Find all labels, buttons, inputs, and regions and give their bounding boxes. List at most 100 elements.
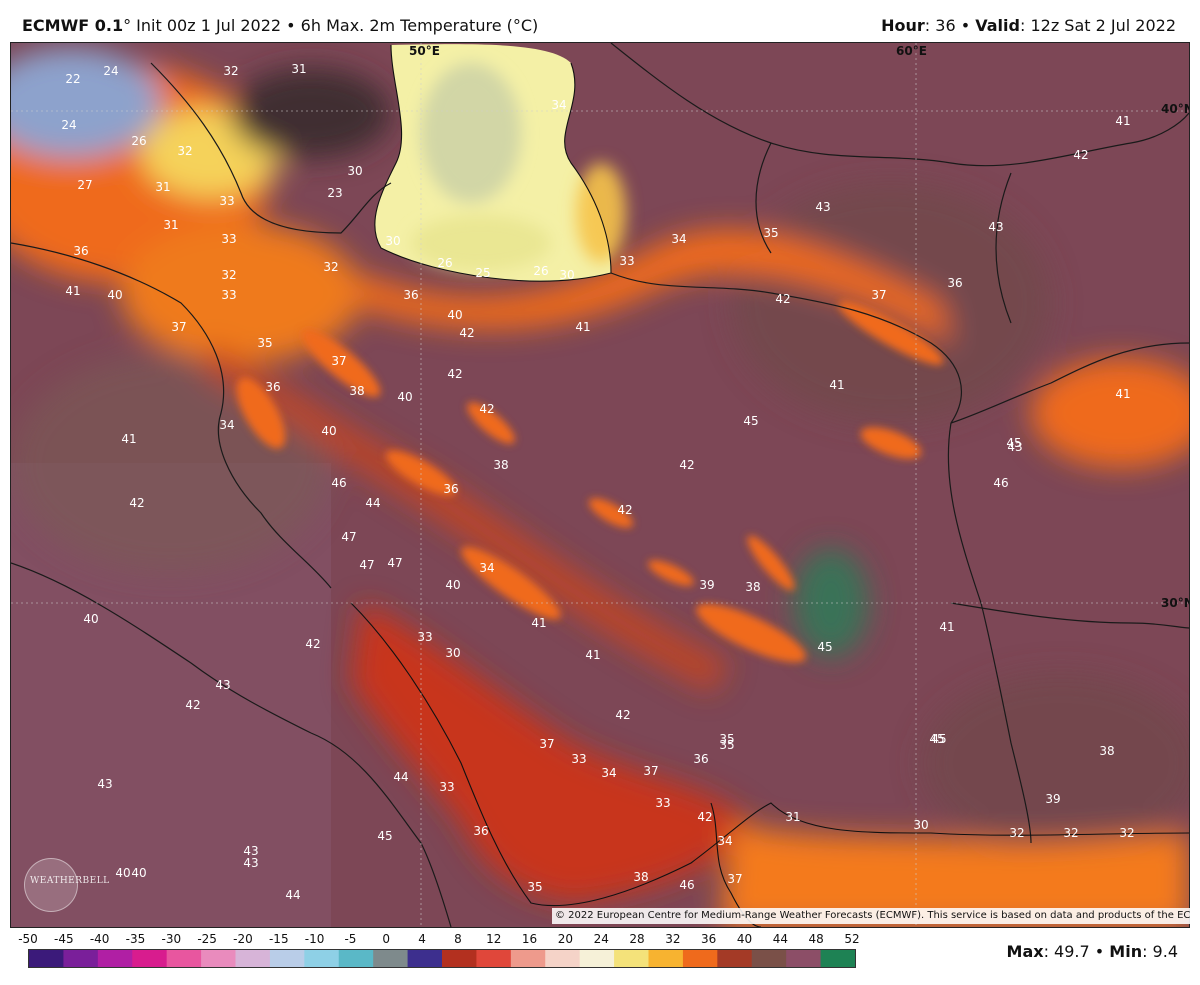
colorbar (28, 949, 856, 968)
temperature-label: 30 (559, 268, 574, 282)
temperature-label: 47 (341, 530, 356, 544)
colorbar-tick-label: 52 (844, 932, 860, 946)
temperature-label: 40 (397, 390, 412, 404)
colorbar-tick-label: -20 (233, 932, 253, 946)
temperature-label: 37 (331, 354, 346, 368)
temperature-label: 34 (717, 834, 732, 848)
temperature-label: 37 (871, 288, 886, 302)
temperature-label: 35 (719, 732, 734, 746)
colorbar-swatch (201, 950, 237, 967)
temperature-label: 42 (185, 698, 200, 712)
temperature-label: 30 (347, 164, 362, 178)
country-borders (11, 43, 1189, 927)
temperature-label: 39 (1045, 792, 1060, 806)
colorbar-swatch (338, 950, 374, 967)
colorbar-swatch (132, 950, 168, 967)
temperature-label: 37 (171, 320, 186, 334)
temperature-labels: 22 24 32 31 24 26 32 31 27 33 30 23 34 31 33 32 36 41 40 32… (61, 62, 1134, 902)
colorbar-tick-label: 44 (772, 932, 788, 946)
temperature-label: 44 (365, 496, 380, 510)
colorbar-swatch (820, 950, 855, 967)
chart-title: ECMWF 0.1° Init 00z 1 Jul 2022 • 6h Max.… (22, 16, 538, 35)
graticule-label: 30°N (1161, 596, 1189, 610)
temperature-label: 32 (221, 268, 236, 282)
temperature-label: 24 (103, 64, 118, 78)
temperature-label: 40 (83, 612, 98, 626)
temperature-label: 26 (533, 264, 548, 278)
temperature-label: 36 (403, 288, 418, 302)
temperature-label: 30 (385, 234, 400, 248)
colorbar-tick-label: -35 (125, 932, 146, 946)
max-min-stats: Max: 49.7 • Min: 9.4 (1007, 942, 1178, 961)
weatherbell-logo (24, 858, 78, 912)
temperature-label: 35 (719, 738, 734, 752)
max-label: Max (1006, 942, 1044, 961)
colorbar-tick-label: -45 (54, 932, 74, 946)
temperature-label: 22 (65, 72, 80, 86)
graticule-label: 60°E (896, 44, 927, 58)
temperature-label: 23 (327, 186, 342, 200)
temperature-label: 47 (359, 558, 374, 572)
temperature-label: 33 (417, 630, 432, 644)
temperature-label: 35 (527, 880, 542, 894)
temperature-label: 32 (1063, 826, 1078, 840)
colorbar-swatch (97, 950, 133, 967)
temperature-label: 31 (163, 218, 178, 232)
temperature-label: 36 (693, 752, 708, 766)
colorbar-tick-label: -30 (161, 932, 182, 946)
temperature-label: 32 (1119, 826, 1134, 840)
temperature-label: 40 (445, 578, 460, 592)
valid-value: : 12z Sat 2 Jul 2022 (1019, 16, 1176, 35)
temperature-label: 25 (475, 266, 490, 280)
colorbar-tick-label: 20 (557, 932, 574, 946)
temperature-label: 37 (727, 872, 742, 886)
copyright-notice: © 2022 European Centre for Medium-Range … (552, 908, 1191, 924)
colorbar-swatch (682, 950, 718, 967)
temperature-label: 44 (285, 888, 300, 902)
temperature-label: 42 (447, 367, 462, 381)
colorbar-swatch (373, 950, 409, 967)
temperature-label: 45 (931, 732, 946, 746)
temperature-label: 35 (763, 226, 778, 240)
colorbar-swatch (579, 950, 615, 967)
temperature-label: 39 (699, 578, 714, 592)
temperature-label: 24 (61, 118, 76, 132)
temperature-label: 32 (1009, 826, 1024, 840)
temperature-label: 45 (377, 829, 392, 843)
temperature-label: 33 (221, 232, 236, 246)
temperature-label: 33 (619, 254, 634, 268)
temperature-label: 33 (571, 752, 586, 766)
graticule-label: 50°E (409, 44, 440, 58)
temperature-label: 42 (129, 496, 144, 510)
temperature-label: 40 (107, 288, 122, 302)
colorbar-tick-label: 32 (665, 932, 681, 946)
temperature-label: 36 (73, 244, 88, 258)
colorbar-tick-label: -25 (197, 932, 217, 946)
colorbar-swatch (29, 950, 65, 967)
valid-label: Valid (975, 16, 1020, 35)
temperature-label: 27 (77, 178, 92, 192)
temperature-label: 41 (829, 378, 844, 392)
chart-header: ECMWF 0.1° Init 00z 1 Jul 2022 • 6h Max.… (0, 0, 1200, 42)
temperature-label: 40 (447, 308, 462, 322)
graticule-label: 40°N (1161, 102, 1189, 116)
temperature-label: 36 (947, 276, 962, 290)
colorbar-tick-label: -15 (268, 932, 289, 946)
colorbar-tick-labels: -50 -45 -40 -35 -30 -25 -20 -15 -10 -5 0 4 8 12 16 20 24… (18, 932, 860, 948)
temperature-label: 43 (243, 856, 258, 870)
colorbar-tick-label: -10 (304, 932, 325, 946)
temperature-label: 43 (215, 678, 230, 692)
temperature-label: 37 (643, 764, 658, 778)
temperature-label: 33 (221, 288, 236, 302)
colorbar-swatch (476, 950, 512, 967)
temperature-label: 42 (1073, 148, 1088, 162)
temperature-label: 33 (219, 194, 234, 208)
temperature-label: 42 (459, 326, 474, 340)
temperature-label: 31 (785, 810, 800, 824)
temperature-label: 31 (291, 62, 306, 76)
temperature-map: 50°E60°E40°N30°N 22243231242632312733302… (10, 42, 1190, 928)
colorbar-tick-label: -5 (344, 932, 357, 946)
temperature-label: 41 (939, 620, 954, 634)
colorbar-swatch (751, 950, 787, 967)
temperature-label: 40 (115, 866, 130, 880)
